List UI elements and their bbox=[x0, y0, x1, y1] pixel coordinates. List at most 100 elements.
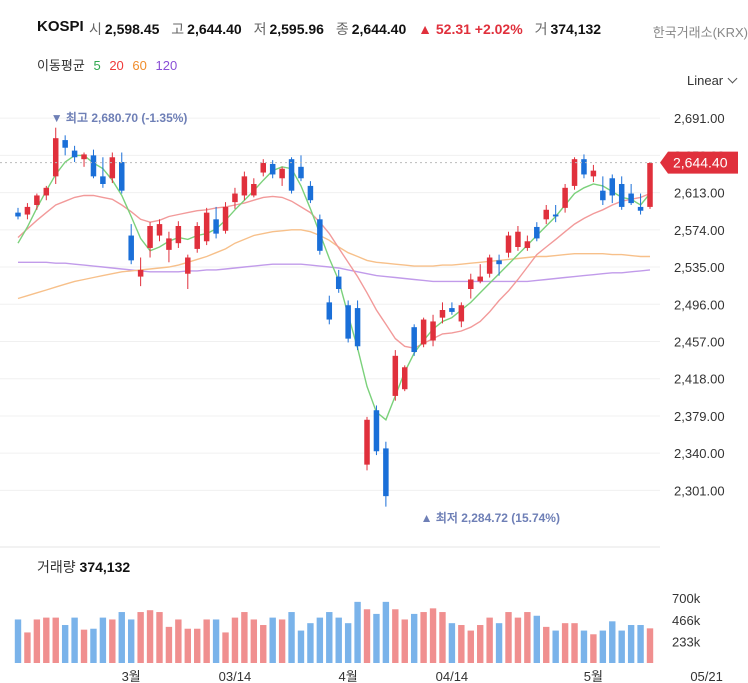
candle-body bbox=[71, 150, 78, 158]
candle-body bbox=[335, 276, 342, 289]
volume-bar bbox=[373, 613, 380, 663]
candle-body bbox=[52, 138, 59, 177]
high-annotation: ▼ 최고 2,680.70 (-1.35%) bbox=[51, 110, 188, 125]
candle-body bbox=[175, 226, 182, 244]
candle-body bbox=[468, 279, 474, 289]
volume-bar bbox=[212, 619, 220, 663]
volume-title-value: 374,132 bbox=[79, 559, 131, 575]
volume-bar bbox=[90, 628, 97, 663]
candle-body bbox=[232, 193, 238, 203]
candle-body bbox=[345, 305, 351, 339]
candle-body bbox=[90, 155, 97, 177]
volume-bar bbox=[335, 617, 342, 663]
volume-bar bbox=[99, 617, 107, 663]
candle-body bbox=[15, 212, 21, 217]
volume-tick-label: 700k bbox=[672, 591, 701, 606]
volume-bar bbox=[71, 617, 78, 663]
candle-body bbox=[354, 308, 361, 347]
close-value: 2,644.40 bbox=[351, 21, 407, 37]
volume-label: 거 bbox=[534, 21, 548, 37]
low-value: 2,595.96 bbox=[269, 21, 324, 37]
candle-body bbox=[222, 206, 229, 231]
candle-body bbox=[326, 302, 333, 320]
last-price-label: 2,644.40 bbox=[673, 155, 728, 171]
price-tick-label: 2,613.00 bbox=[674, 186, 725, 201]
ma5-line bbox=[17, 154, 651, 421]
candle-body bbox=[185, 257, 191, 274]
candle-body bbox=[43, 187, 50, 196]
scale-dropdown[interactable]: Linear bbox=[687, 73, 738, 88]
volume-bar bbox=[24, 632, 31, 663]
candle-body bbox=[119, 162, 125, 191]
candle-body bbox=[618, 184, 625, 207]
candle-body bbox=[515, 231, 521, 247]
ma-legend[interactable]: 이동평균 5 20 60 120 bbox=[37, 55, 182, 74]
volume-bar bbox=[580, 630, 588, 663]
candle-body bbox=[364, 419, 370, 465]
price-tick-label: 2,379.00 bbox=[674, 409, 725, 424]
candle-body bbox=[477, 276, 483, 282]
change-value: ▲ 52.31 bbox=[418, 21, 471, 37]
candle-body bbox=[600, 190, 606, 201]
candle-body bbox=[24, 206, 31, 215]
volume-bar bbox=[420, 612, 427, 663]
candle-body bbox=[298, 166, 304, 179]
low-annotation: ▲ 최저 2,284.72 (15.74%) bbox=[421, 510, 560, 525]
volume-bar bbox=[165, 626, 173, 663]
candle-body bbox=[486, 257, 493, 274]
ma120-line bbox=[18, 261, 651, 283]
candle-body bbox=[213, 219, 219, 234]
volume-bar bbox=[354, 601, 361, 663]
symbol-title: KOSPI bbox=[37, 18, 84, 35]
ma-legend-5[interactable]: 5 bbox=[93, 58, 101, 73]
candle-body bbox=[562, 187, 568, 208]
date-tick-label: 4월 bbox=[339, 669, 358, 683]
high-label: 고 bbox=[171, 21, 185, 37]
candle-body bbox=[269, 163, 276, 175]
volume-bar bbox=[109, 619, 116, 663]
volume-bar bbox=[618, 630, 625, 663]
candle-body bbox=[401, 367, 408, 390]
volume-bar bbox=[561, 623, 569, 663]
volume-bar bbox=[33, 619, 41, 663]
volume-bar bbox=[52, 617, 59, 663]
price-tick-label: 2,574.00 bbox=[674, 223, 725, 238]
volume-bar bbox=[524, 612, 531, 663]
date-tick-label: 5월 bbox=[584, 669, 603, 683]
ma-legend-120[interactable]: 120 bbox=[155, 58, 178, 73]
volume-bar bbox=[250, 619, 258, 663]
ma-legend-60[interactable]: 60 bbox=[132, 58, 147, 73]
volume-bar bbox=[278, 619, 286, 663]
date-tick-label: 04/14 bbox=[436, 669, 469, 683]
date-tick-label: 05/21 bbox=[690, 669, 723, 683]
candle-body bbox=[505, 235, 512, 253]
candle-body bbox=[628, 193, 634, 204]
volume-bar bbox=[297, 630, 305, 663]
volume-bar bbox=[241, 612, 248, 663]
volume-bar bbox=[514, 617, 522, 663]
candle-body bbox=[81, 154, 87, 160]
candle-body bbox=[109, 157, 116, 179]
close-label: 종 bbox=[335, 21, 349, 37]
volume-bar bbox=[571, 623, 578, 663]
volume-bar bbox=[118, 612, 125, 663]
price-tick-label: 2,691.00 bbox=[674, 111, 725, 126]
candle-body bbox=[194, 226, 200, 249]
volume-bar bbox=[156, 612, 163, 663]
ma-legend-20[interactable]: 20 bbox=[109, 58, 124, 73]
candle-body bbox=[147, 226, 153, 248]
open-value: 2,598.45 bbox=[104, 21, 160, 37]
candle-body bbox=[581, 159, 587, 175]
volume-bars bbox=[14, 601, 654, 663]
price-tick-label: 2,340.00 bbox=[674, 446, 725, 461]
candle-body bbox=[203, 212, 210, 242]
volume-title-label: 거래량 bbox=[37, 559, 76, 575]
volume-bar bbox=[477, 625, 484, 663]
volume-bar bbox=[203, 619, 210, 663]
volume-bar bbox=[495, 623, 503, 663]
volume-bar bbox=[288, 612, 295, 663]
volume-bar bbox=[307, 623, 314, 663]
chart-header: KOSPI 시 2,598.45 고 2,644.40 저 2,595.96 종 2,6… bbox=[0, 0, 748, 60]
candle-body bbox=[100, 176, 106, 184]
